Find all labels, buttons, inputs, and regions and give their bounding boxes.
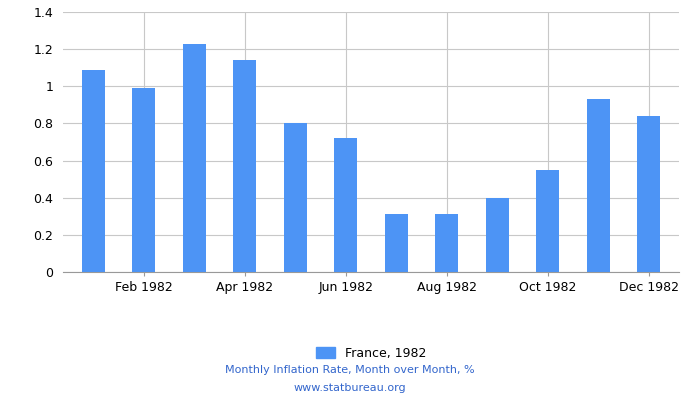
Bar [183,44,206,272]
Bar [587,99,610,272]
Bar [233,60,256,272]
Bar [132,88,155,272]
Bar [385,214,407,272]
Text: www.statbureau.org: www.statbureau.org [294,383,406,393]
Bar [637,116,660,272]
Bar [435,214,458,272]
Legend: France, 1982: France, 1982 [311,342,431,364]
Bar [486,198,509,272]
Bar [335,138,357,272]
Bar [284,124,307,272]
Bar [536,170,559,272]
Text: Monthly Inflation Rate, Month over Month, %: Monthly Inflation Rate, Month over Month… [225,365,475,375]
Bar [82,70,105,272]
